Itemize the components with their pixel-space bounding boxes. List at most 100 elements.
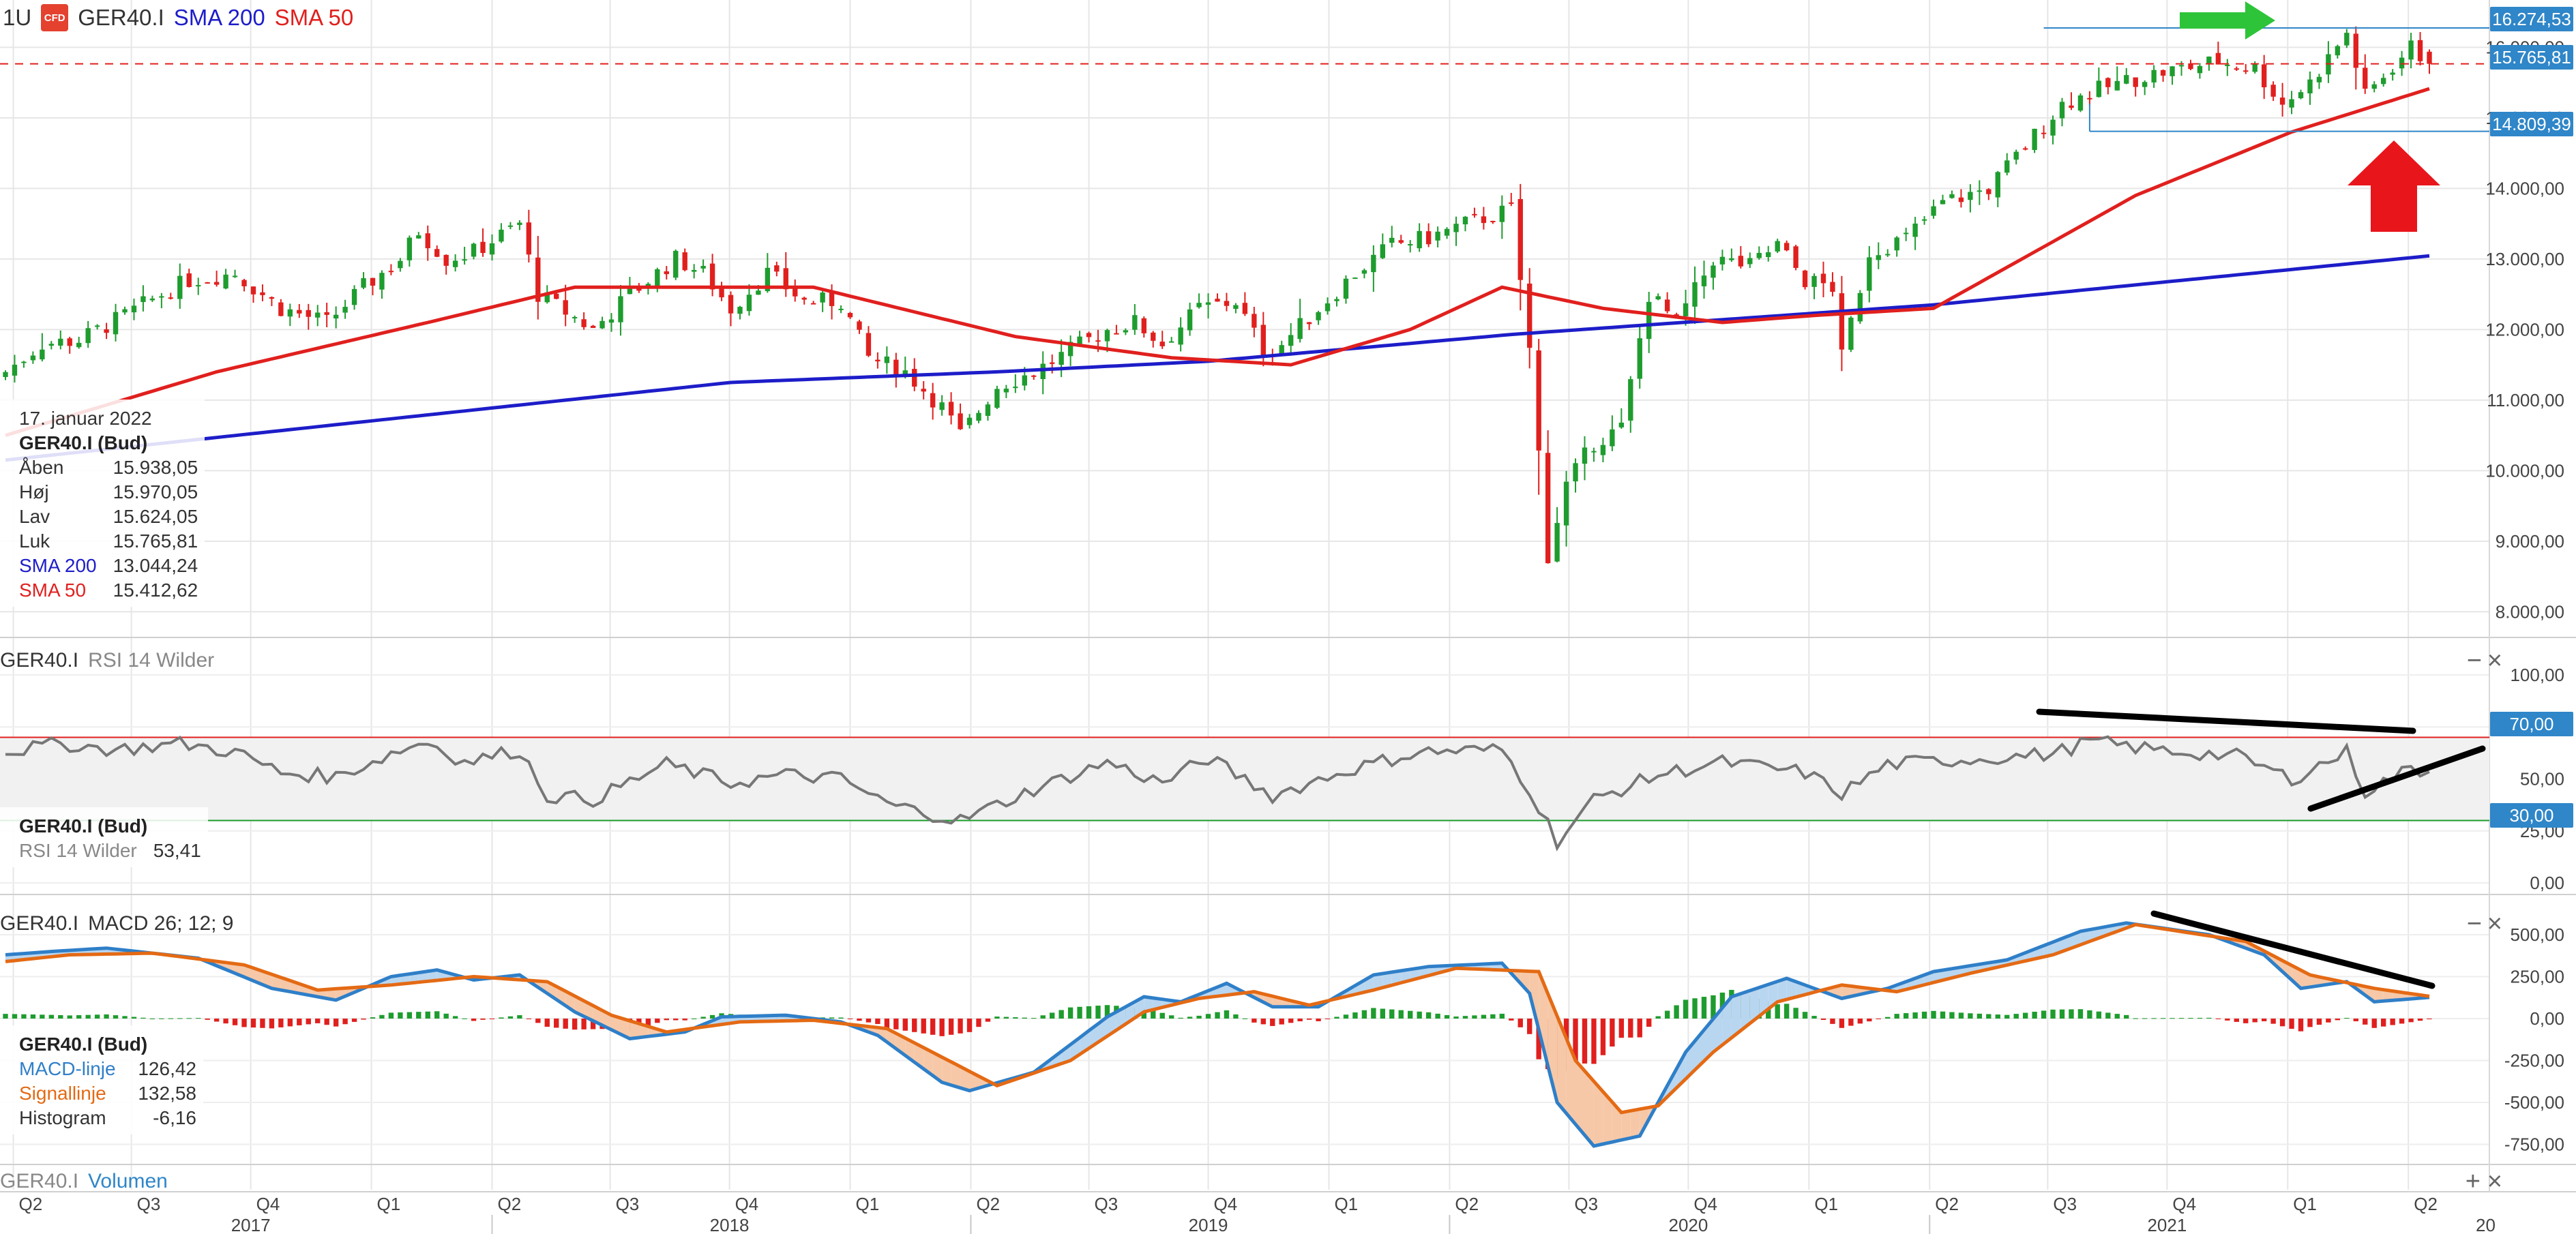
macd-histogram-bar — [1931, 1010, 1936, 1019]
candle — [1114, 325, 1119, 335]
macd-histogram-bar — [1674, 1005, 1679, 1019]
volume-indicator-name[interactable]: Volumen — [88, 1170, 168, 1192]
macd-histogram-bar — [1885, 1017, 1891, 1019]
candle — [1509, 192, 1514, 207]
macd-histogram-bar — [1802, 1012, 1808, 1019]
macd-axis-tick-label: 500,00 — [2510, 924, 2564, 945]
macd-histogram-bar — [1187, 1017, 1193, 1019]
candle — [709, 254, 715, 297]
candle — [1444, 227, 1450, 239]
candle — [930, 382, 936, 420]
candle — [1719, 250, 1726, 271]
candle — [1701, 260, 1707, 299]
macd-histogram-bar — [994, 1017, 1000, 1019]
macd-histogram-bar — [930, 1019, 936, 1035]
macd-histogram-bar — [1178, 1017, 1183, 1019]
macd-histogram-bar — [1361, 1010, 1367, 1019]
macd-histogram-bar — [2344, 1018, 2350, 1019]
macd-histogram-bar — [122, 1016, 128, 1019]
rsi-symbol: GER40.I — [0, 649, 79, 672]
rsi-close-button[interactable]: × — [2487, 646, 2502, 675]
candle — [333, 306, 339, 329]
macd-histogram-bar — [241, 1019, 247, 1027]
volume-add-button[interactable]: + — [2465, 1167, 2481, 1196]
ohlc-row: Høj 15.970,05 — [19, 480, 198, 505]
macd-histogram-bar — [1398, 1010, 1404, 1019]
candle — [2298, 89, 2304, 100]
macd-indicator-name[interactable]: MACD 26; 12; 9 — [88, 912, 234, 935]
x-quarter-label: Q1 — [2293, 1194, 2317, 1214]
macd-histogram-bar — [1040, 1015, 1046, 1019]
macd-histogram-bar — [2335, 1019, 2341, 1021]
macd-histogram-bar — [425, 1011, 430, 1019]
macd-series — [3, 910, 2436, 1148]
macd-histogram-bar — [1151, 1010, 1156, 1019]
candle — [1462, 215, 1468, 232]
volume-close-button[interactable]: × — [2487, 1167, 2502, 1196]
macd-histogram-bar — [113, 1015, 119, 1019]
candle — [370, 277, 376, 296]
candle — [260, 284, 265, 301]
macd-histogram-bar — [1958, 1012, 1964, 1019]
sma200-legend[interactable]: SMA 200 — [173, 5, 265, 30]
sma200-info-label: SMA 200 — [19, 555, 97, 576]
macd-histogram-bar — [2197, 1017, 2203, 1019]
macd-histogram-bar — [3, 1014, 8, 1019]
candle — [85, 320, 91, 348]
macd-histogram-bar — [1205, 1014, 1211, 1019]
macd-symbol: GER40.I — [0, 912, 79, 935]
candle — [1885, 249, 1891, 257]
macd-close-button[interactable]: × — [2487, 909, 2502, 938]
macd-histogram-bar — [1334, 1017, 1339, 1019]
candle — [2371, 81, 2377, 93]
candle — [1756, 246, 1762, 260]
macd-histogram-bar — [700, 1017, 706, 1019]
macd-fill — [1373, 974, 1383, 991]
candle — [462, 246, 467, 265]
candle — [499, 223, 504, 243]
candle — [801, 297, 807, 305]
candle — [1921, 216, 1927, 225]
macd-histogram-bar — [1499, 1013, 1505, 1019]
candle — [857, 319, 862, 334]
interval-label[interactable]: 1U — [3, 5, 32, 30]
candle — [985, 402, 991, 421]
macd-histogram-bar — [1490, 1014, 1496, 1019]
macd-axis-tick-label: 250,00 — [2510, 967, 2564, 987]
macd-histogram-bar — [1086, 1006, 1092, 1019]
x-quarter-label: Q1 — [1814, 1194, 1838, 1214]
rsi-lower-badge: 30,00 — [2490, 803, 2573, 828]
macd-minimize-button[interactable]: − — [2466, 909, 2482, 938]
sma50-legend[interactable]: SMA 50 — [274, 5, 354, 30]
macd-fill — [1391, 970, 1402, 986]
candle — [140, 285, 146, 312]
candle — [2032, 128, 2037, 153]
candle — [1811, 273, 1817, 299]
macd-histogram-bar — [2059, 1009, 2065, 1019]
macd-line — [5, 921, 2430, 1148]
macd-histogram-bar — [1536, 1019, 1541, 1059]
macd-histogram-bar — [1371, 1008, 1376, 1019]
candle — [1655, 293, 1661, 301]
macd-histogram-bar — [1509, 1019, 1514, 1021]
rsi-indicator-name[interactable]: RSI 14 Wilder — [88, 649, 215, 672]
macd-histogram-bar — [1288, 1019, 1294, 1023]
x-year-label: 2020 — [1668, 1215, 1708, 1234]
macd-histogram-bar — [1940, 1011, 1946, 1019]
symbol-label[interactable]: GER40.I — [78, 5, 164, 30]
macd-histogram-bar — [1867, 1019, 1872, 1022]
candle — [581, 312, 587, 330]
rsi-minimize-button[interactable]: − — [2466, 646, 2482, 675]
macd-histogram-bar — [2243, 1019, 2249, 1023]
ohlc-row: Åben 15.938,05 — [19, 455, 198, 480]
macd-fill — [932, 1052, 943, 1083]
histogram-value: -6,16 — [153, 1107, 196, 1128]
macd-histogram-bar — [921, 1019, 926, 1034]
candle — [1729, 248, 1734, 262]
candle — [1783, 240, 1790, 252]
macd-histogram-bar — [1224, 1010, 1230, 1019]
x-quarter-label: Q4 — [2172, 1194, 2196, 1214]
macd-histogram-bar — [517, 1015, 522, 1019]
macd-histogram-bar — [563, 1019, 568, 1029]
